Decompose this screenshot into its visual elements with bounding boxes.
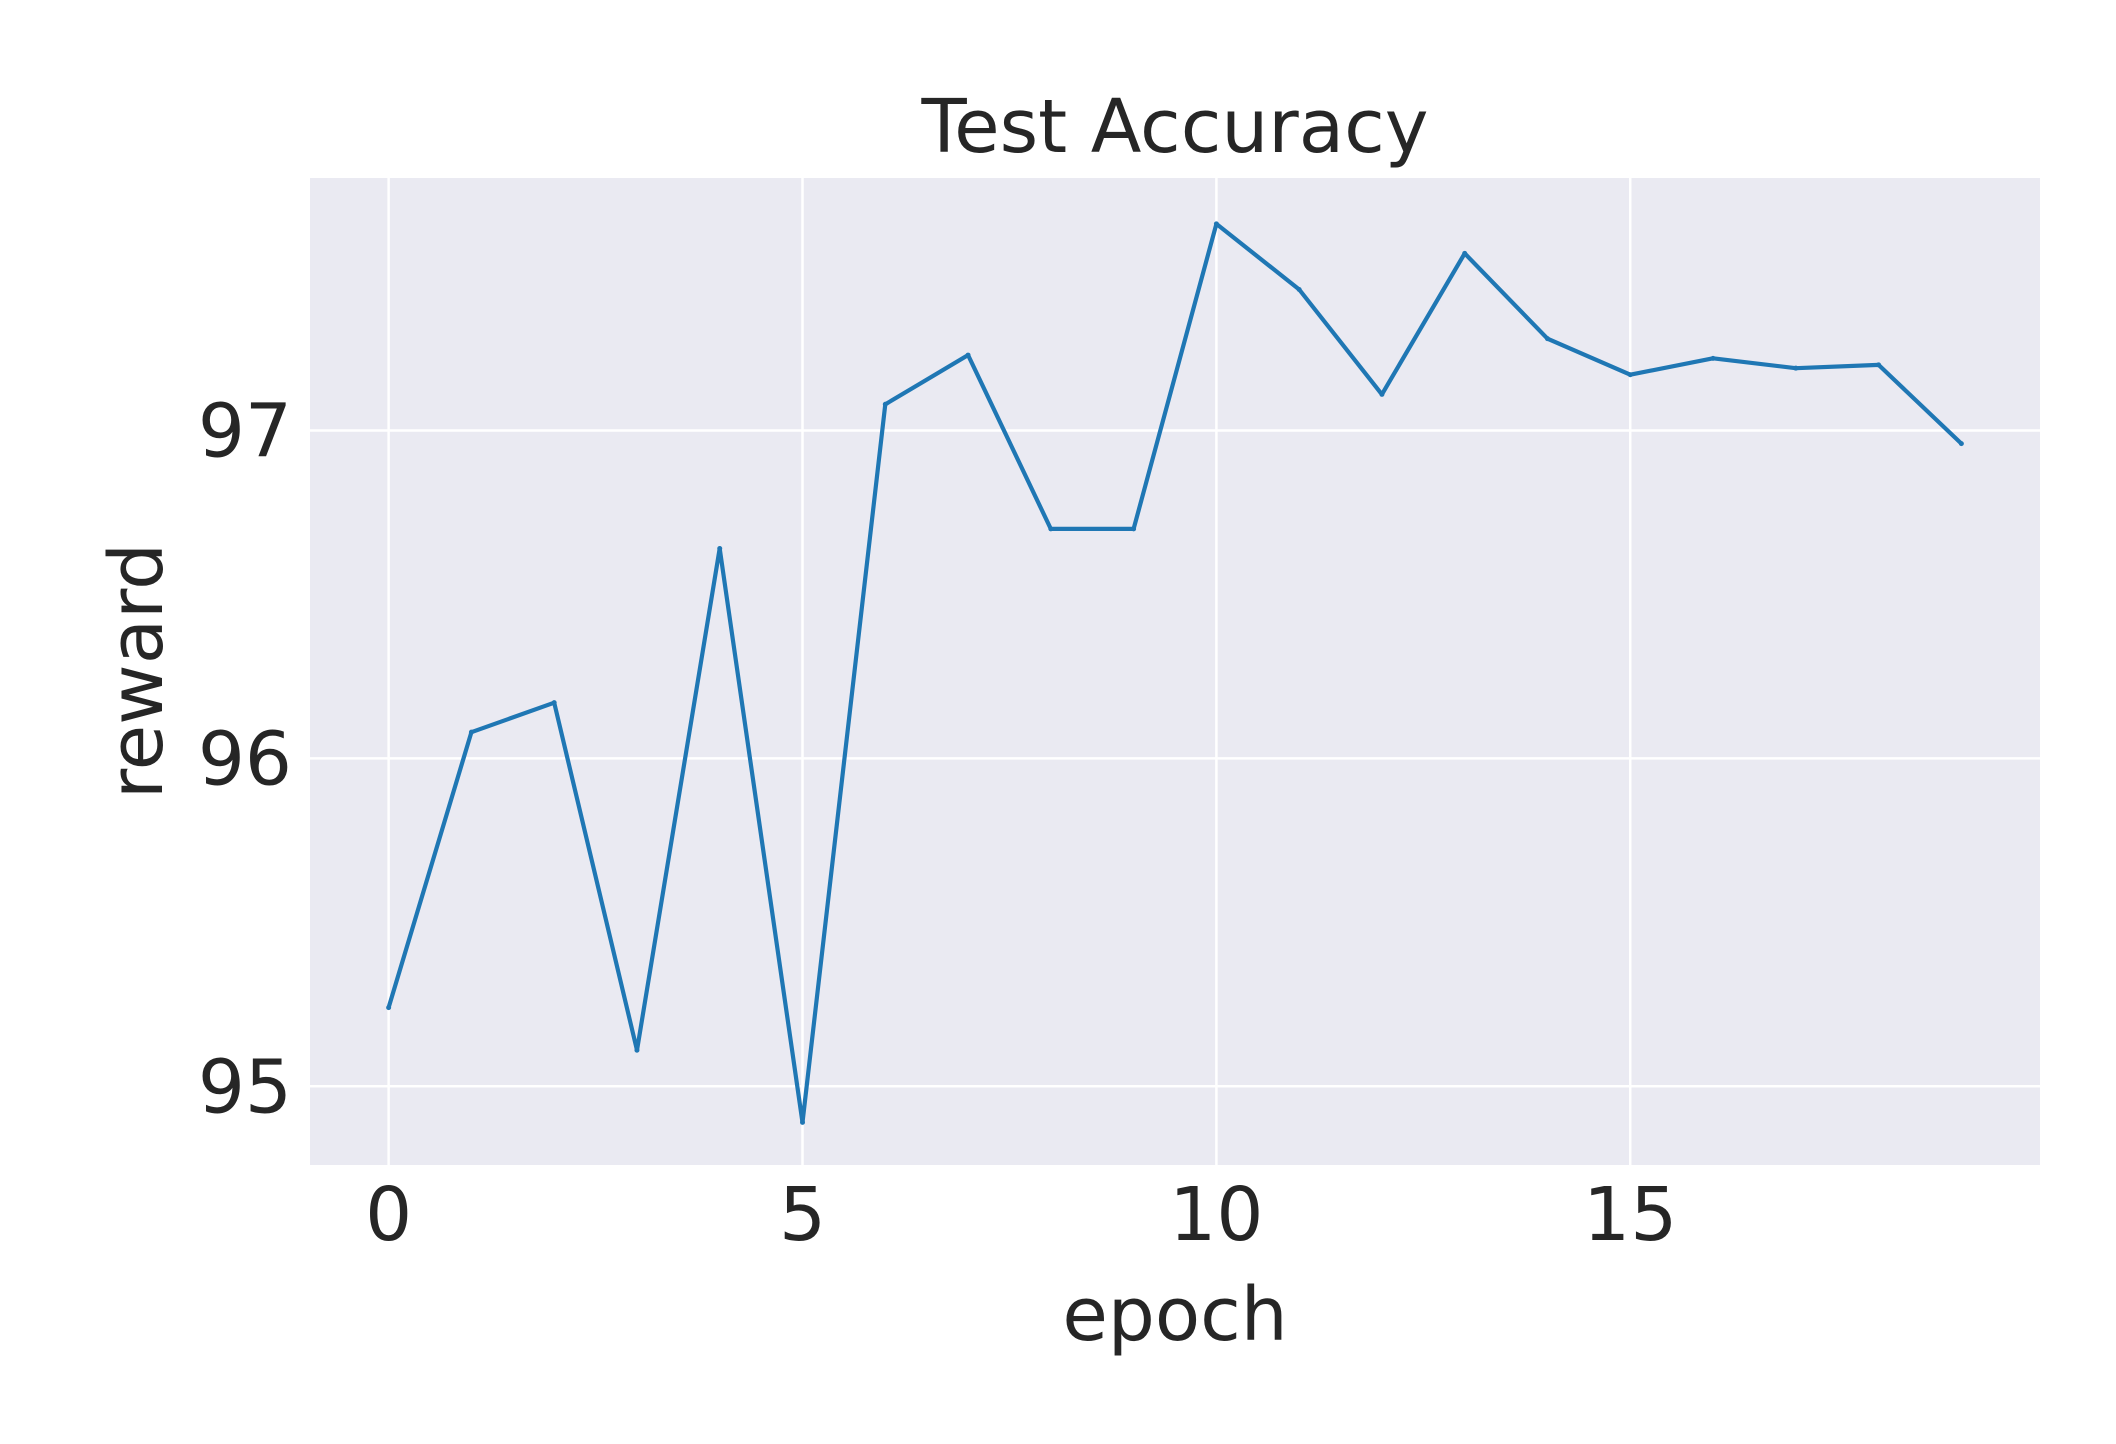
y-tick-label: 95 <box>198 1044 292 1130</box>
plot-area <box>310 178 2040 1165</box>
data-point <box>551 700 557 706</box>
x-tick-labels: 0 5 10 15 <box>365 1172 1677 1258</box>
data-point <box>1876 362 1882 368</box>
x-axis-label: epoch <box>1062 1272 1287 1358</box>
data-point <box>965 352 971 358</box>
data-point <box>634 1047 640 1053</box>
data-point <box>1379 391 1385 397</box>
data-point <box>1793 365 1799 371</box>
data-point <box>1213 221 1219 227</box>
data-point <box>1131 526 1137 532</box>
data-point <box>800 1119 806 1125</box>
data-point <box>1296 286 1302 292</box>
x-tick-label: 5 <box>779 1172 826 1258</box>
x-tick-label: 15 <box>1583 1172 1677 1258</box>
data-point <box>386 1005 392 1011</box>
data-point <box>1048 526 1054 532</box>
data-point <box>1958 441 1964 447</box>
y-tick-label: 97 <box>198 388 292 474</box>
data-point <box>1544 336 1550 342</box>
series-layer <box>386 221 1964 1125</box>
data-point <box>1462 250 1468 256</box>
data-point <box>1627 372 1633 378</box>
y-tick-labels: 95 96 97 <box>198 388 292 1130</box>
x-tick-label: 10 <box>1169 1172 1263 1258</box>
data-point <box>1710 355 1716 361</box>
y-axis-label: reward <box>94 543 180 799</box>
data-point <box>882 401 888 407</box>
data-point <box>468 729 474 735</box>
chart-title: Test Accuracy <box>920 84 1428 170</box>
y-tick-label: 96 <box>198 716 292 802</box>
x-tick-label: 0 <box>365 1172 412 1258</box>
grid-lines <box>310 178 2040 1165</box>
series-line <box>386 221 1964 1125</box>
data-point <box>717 546 723 552</box>
